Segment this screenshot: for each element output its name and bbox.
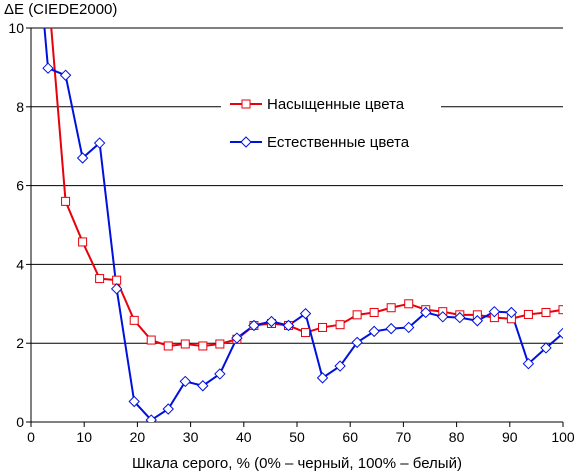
data-point-natural	[437, 311, 449, 323]
data-point-saturated	[404, 299, 414, 309]
data-point-saturated	[541, 307, 551, 317]
x-tick-label: 90	[502, 429, 518, 445]
x-tick-label: 100	[551, 429, 574, 445]
data-point-saturated	[318, 322, 328, 332]
data-point-saturated	[386, 303, 396, 313]
data-point-natural	[420, 306, 432, 319]
legend-box	[221, 83, 441, 163]
axes	[26, 27, 564, 427]
data-point-saturated	[198, 341, 208, 351]
legend-label-natural: Естественные цвета	[267, 134, 410, 151]
data-point-natural	[316, 372, 329, 384]
data-point-natural	[540, 342, 552, 354]
data-point-natural	[385, 322, 397, 335]
x-tick-label: 30	[183, 429, 199, 445]
data-point-natural	[334, 360, 346, 372]
data-point-saturated	[112, 275, 122, 285]
x-tick-label: 60	[342, 429, 358, 445]
data-point-natural	[488, 305, 501, 318]
y-tick-label: 4	[16, 256, 24, 272]
data-point-natural	[128, 395, 140, 408]
data-point-natural	[265, 315, 278, 328]
data-point-natural	[471, 315, 484, 327]
data-point-natural	[282, 319, 295, 332]
series-line-natural	[43, 28, 563, 422]
legend-marker-saturated	[241, 99, 251, 109]
x-tick-label: 20	[130, 429, 146, 445]
data-point-saturated	[129, 315, 139, 325]
series-line-saturated	[50, 28, 563, 347]
y-tick-label: 10	[8, 20, 24, 36]
x-tick-label: 70	[396, 429, 412, 445]
data-point-natural	[505, 306, 518, 319]
series-lines	[43, 28, 563, 422]
x-axis-label: Шкала серого, % (0% – черный, 100% – бел…	[132, 455, 462, 472]
data-point-natural	[197, 380, 209, 392]
data-point-saturated	[352, 310, 362, 320]
x-tick-label: 50	[289, 429, 305, 445]
y-axis-label: ΔE (CIEDE2000)	[4, 1, 117, 18]
data-point-saturated	[95, 274, 105, 284]
data-point-saturated	[215, 339, 225, 349]
legend: Насыщенные цвета Естественные цвета	[221, 83, 441, 163]
data-point-saturated	[146, 335, 156, 345]
data-point-saturated	[301, 328, 311, 338]
y-tick-label: 2	[16, 335, 24, 351]
data-point-saturated	[180, 339, 190, 349]
series-markers	[42, 62, 563, 422]
y-tick-label: 0	[16, 414, 24, 430]
x-tick-label: 80	[449, 429, 465, 445]
grid-lines	[31, 27, 563, 344]
x-tick-label: 40	[236, 429, 252, 445]
data-point-natural	[179, 375, 191, 388]
data-point-natural	[214, 368, 226, 380]
data-point-natural	[454, 311, 466, 324]
data-point-saturated	[523, 309, 533, 319]
data-point-natural	[93, 137, 106, 149]
data-point-natural	[145, 414, 157, 422]
data-point-natural	[557, 327, 563, 340]
data-point-natural	[231, 332, 243, 344]
data-point-natural	[110, 283, 123, 295]
data-point-saturated	[558, 305, 563, 315]
y-tick-label: 6	[16, 178, 24, 194]
data-point-natural	[162, 403, 174, 415]
data-point-natural	[368, 325, 380, 338]
data-point-natural	[403, 321, 415, 334]
y-tick-label: 8	[16, 99, 24, 115]
legend-marker-natural	[240, 136, 252, 148]
x-tick-label: 10	[76, 429, 92, 445]
data-point-saturated	[369, 307, 379, 317]
data-point-natural	[351, 336, 363, 349]
data-point-natural	[59, 69, 72, 81]
data-point-natural	[522, 357, 535, 370]
data-point-saturated	[78, 237, 88, 247]
data-point-saturated	[335, 320, 345, 330]
data-point-natural	[42, 62, 54, 74]
data-point-saturated	[163, 341, 173, 351]
legend-label-saturated: Насыщенные цвета	[267, 96, 405, 113]
x-tick-label: 0	[27, 429, 35, 445]
data-point-natural	[76, 152, 89, 164]
data-point-natural	[248, 319, 260, 332]
data-point-saturated	[61, 196, 71, 206]
data-point-natural	[299, 307, 312, 320]
